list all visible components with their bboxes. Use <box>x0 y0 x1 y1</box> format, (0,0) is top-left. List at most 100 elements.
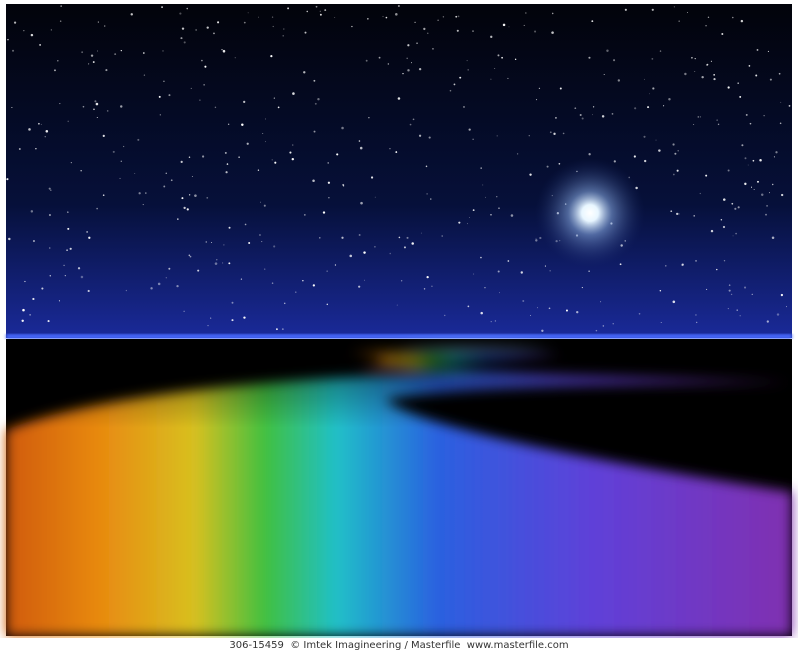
star <box>292 92 295 95</box>
star <box>112 150 115 153</box>
star <box>736 309 738 311</box>
star <box>183 41 186 44</box>
star <box>720 219 723 221</box>
star <box>328 197 330 199</box>
star <box>248 242 251 244</box>
star <box>467 223 469 225</box>
star <box>676 212 679 216</box>
star <box>240 278 243 280</box>
star <box>558 162 561 165</box>
star <box>499 292 500 294</box>
star <box>699 116 702 118</box>
star <box>303 71 306 74</box>
star <box>463 106 465 108</box>
star <box>295 291 297 293</box>
star <box>428 136 431 139</box>
star <box>7 38 9 41</box>
star <box>165 277 167 279</box>
star <box>565 309 568 312</box>
star <box>549 131 552 134</box>
star <box>317 97 320 101</box>
star <box>351 25 353 28</box>
star <box>306 10 308 13</box>
star <box>389 252 391 255</box>
star <box>665 265 667 267</box>
star <box>468 128 471 131</box>
star <box>581 286 583 289</box>
star <box>562 132 565 135</box>
star <box>432 48 434 50</box>
star <box>449 89 452 92</box>
star <box>247 12 249 14</box>
star <box>576 311 579 314</box>
star <box>716 119 718 121</box>
star <box>234 57 236 59</box>
star <box>744 157 747 160</box>
star <box>163 80 165 83</box>
star <box>678 213 680 215</box>
star <box>779 122 782 125</box>
star <box>23 30 25 32</box>
star <box>581 117 584 120</box>
star <box>327 162 329 164</box>
star <box>740 19 744 23</box>
star <box>96 50 98 52</box>
star <box>183 206 186 210</box>
star <box>281 328 284 331</box>
star <box>660 322 662 323</box>
star <box>67 120 69 123</box>
star <box>315 5 318 8</box>
star <box>120 160 122 162</box>
star <box>204 65 207 68</box>
star <box>211 241 213 243</box>
star <box>678 20 680 22</box>
star <box>751 293 753 295</box>
star <box>29 314 31 316</box>
star <box>137 138 140 141</box>
star <box>748 65 751 67</box>
star <box>420 232 422 234</box>
star <box>553 132 556 136</box>
star <box>105 69 108 72</box>
star <box>217 21 220 24</box>
star <box>780 193 784 197</box>
star <box>302 279 304 282</box>
star <box>727 169 730 172</box>
star <box>537 307 538 309</box>
star <box>119 177 121 179</box>
star <box>525 12 527 14</box>
star <box>179 12 182 15</box>
star <box>12 49 15 52</box>
star <box>713 77 716 81</box>
star <box>395 151 398 153</box>
star <box>472 209 475 212</box>
star <box>246 142 249 145</box>
star <box>441 235 443 237</box>
star <box>400 280 403 282</box>
star <box>480 256 482 259</box>
star <box>54 69 56 72</box>
star <box>214 106 217 109</box>
star <box>699 192 701 195</box>
star <box>77 267 81 270</box>
star <box>214 262 218 265</box>
star <box>334 16 336 18</box>
star <box>535 237 537 239</box>
star <box>106 110 109 112</box>
star <box>643 135 646 138</box>
star <box>788 104 791 107</box>
star <box>456 29 459 32</box>
star <box>207 325 209 327</box>
star <box>588 56 591 59</box>
star <box>745 113 748 116</box>
star <box>277 106 280 109</box>
star <box>44 136 46 138</box>
star <box>706 63 709 66</box>
star <box>378 56 381 59</box>
star <box>735 232 737 235</box>
star <box>467 69 469 71</box>
star <box>612 323 614 325</box>
star <box>494 67 496 69</box>
star <box>40 123 42 125</box>
star <box>262 133 264 134</box>
